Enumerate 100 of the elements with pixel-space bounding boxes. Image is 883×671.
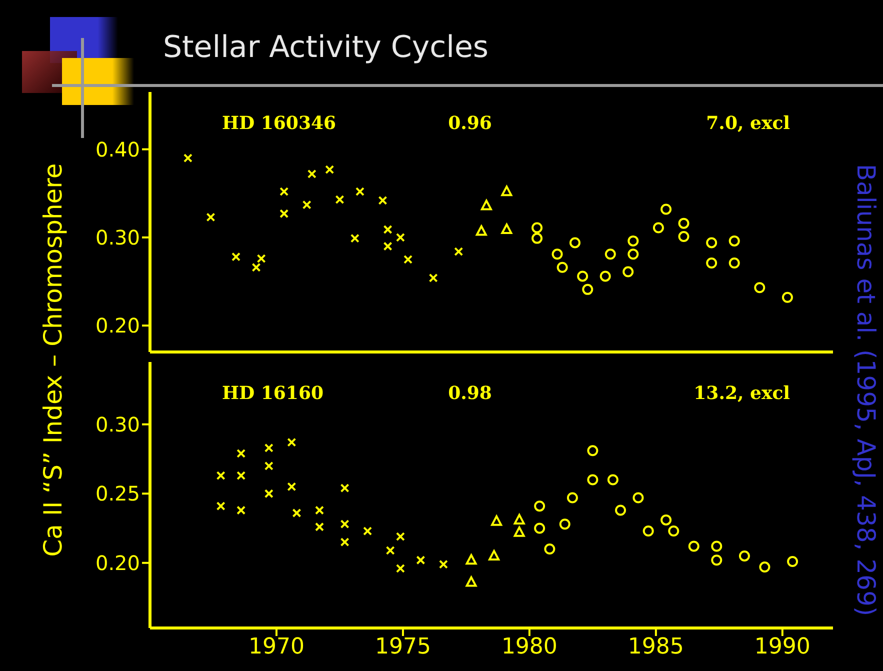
point xyxy=(302,200,312,210)
point xyxy=(416,556,426,565)
point xyxy=(454,247,464,256)
point xyxy=(264,461,274,470)
point xyxy=(706,257,718,268)
point xyxy=(287,482,296,492)
point xyxy=(466,554,477,565)
x-tick-label: 1990 xyxy=(754,634,810,660)
point xyxy=(660,204,672,215)
point xyxy=(501,186,512,196)
point xyxy=(728,235,740,246)
point xyxy=(632,492,644,504)
point xyxy=(236,448,246,458)
point xyxy=(514,526,525,537)
point xyxy=(383,242,392,251)
point xyxy=(566,492,578,504)
point xyxy=(628,235,639,246)
point xyxy=(292,508,302,518)
point xyxy=(600,270,611,282)
point xyxy=(355,187,364,196)
point xyxy=(534,522,546,534)
point xyxy=(350,234,360,243)
point xyxy=(711,554,722,566)
point xyxy=(396,564,405,573)
point xyxy=(363,526,372,536)
point xyxy=(314,522,324,532)
point xyxy=(628,248,639,260)
annotation: HD 16160 xyxy=(222,383,324,404)
point xyxy=(678,231,690,242)
point xyxy=(340,484,350,493)
point xyxy=(480,200,492,210)
annotation: 7.0, excl xyxy=(706,113,790,134)
y-axis-title: Ca II “S” Index – Chromosphere xyxy=(38,163,68,557)
point xyxy=(660,514,672,526)
point xyxy=(236,506,246,515)
annotation: 0.98 xyxy=(448,383,492,404)
point xyxy=(287,438,296,447)
point xyxy=(559,518,570,530)
point xyxy=(544,544,556,555)
point xyxy=(236,471,246,480)
point xyxy=(404,254,413,264)
point xyxy=(488,550,500,560)
point xyxy=(256,254,266,264)
point xyxy=(782,292,793,303)
annotation: 13.2, excl xyxy=(694,383,790,404)
chart-title: Stellar Activity Cycles xyxy=(163,30,489,65)
x-tick-label: 1970 xyxy=(248,634,304,660)
point xyxy=(183,154,192,163)
point xyxy=(383,224,392,234)
point xyxy=(280,187,289,196)
point xyxy=(534,500,546,512)
point xyxy=(622,266,634,278)
point xyxy=(642,526,654,537)
point xyxy=(711,540,722,552)
point xyxy=(604,248,616,260)
point xyxy=(587,474,598,486)
point xyxy=(216,471,226,480)
point xyxy=(216,502,226,511)
x-tick-label: 1975 xyxy=(374,634,431,660)
text: Baliunas et al. (1995, ApJ, 438, 269) xyxy=(852,164,880,616)
point xyxy=(280,209,289,218)
point xyxy=(706,237,718,248)
point xyxy=(577,270,588,282)
y-tick-label: 0.30 xyxy=(95,226,140,250)
point xyxy=(787,556,798,567)
point xyxy=(728,257,740,268)
point xyxy=(378,196,388,205)
point xyxy=(652,222,664,234)
point xyxy=(587,445,598,456)
point xyxy=(396,532,405,542)
point xyxy=(466,576,477,587)
point xyxy=(314,506,324,515)
y-tick-label: 0.25 xyxy=(95,482,140,506)
point xyxy=(552,248,563,260)
point xyxy=(738,550,750,562)
point xyxy=(264,489,274,498)
point xyxy=(501,223,512,234)
x-tick-label: 1980 xyxy=(501,634,558,660)
point xyxy=(307,169,316,178)
point xyxy=(582,284,594,295)
point xyxy=(514,514,525,524)
point xyxy=(491,515,502,526)
point xyxy=(335,195,344,204)
point xyxy=(386,546,395,555)
point xyxy=(206,212,216,222)
point xyxy=(532,232,543,244)
point xyxy=(759,562,770,573)
point xyxy=(607,474,618,486)
annotation: 0.96 xyxy=(448,113,492,134)
point xyxy=(556,262,568,273)
y-tick-label: 0.40 xyxy=(95,137,140,162)
y-tick-label: 0.20 xyxy=(95,550,140,575)
point xyxy=(252,262,261,272)
y-tick-label: 0.20 xyxy=(95,314,140,338)
point xyxy=(340,520,350,529)
point xyxy=(438,560,448,569)
point xyxy=(264,443,274,452)
x-tick-label: 1985 xyxy=(628,634,684,660)
point xyxy=(428,273,438,282)
point xyxy=(754,282,766,294)
